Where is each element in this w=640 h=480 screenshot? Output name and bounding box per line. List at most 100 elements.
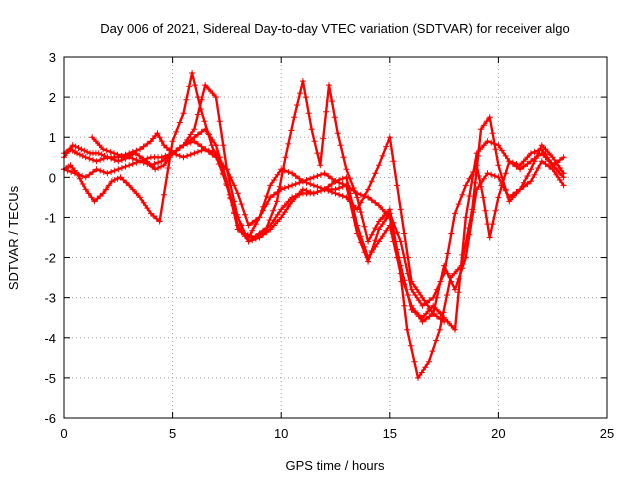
plus-marker bbox=[76, 151, 83, 158]
plus-marker bbox=[455, 201, 462, 208]
plus-marker bbox=[361, 249, 368, 256]
plus-marker bbox=[305, 110, 312, 117]
plus-marker bbox=[310, 182, 317, 189]
plus-marker bbox=[111, 167, 118, 174]
plus-marker bbox=[108, 155, 115, 162]
plus-marker bbox=[478, 183, 484, 190]
plus-marker bbox=[328, 189, 335, 195]
plus-marker bbox=[314, 173, 321, 179]
plus-marker bbox=[278, 166, 285, 173]
plus-marker bbox=[285, 140, 292, 147]
plus-marker bbox=[475, 152, 482, 159]
y-tick-label: -2 bbox=[44, 251, 56, 266]
plus-marker bbox=[332, 190, 339, 197]
plus-marker bbox=[466, 193, 473, 200]
plus-marker bbox=[320, 135, 327, 142]
plus-marker bbox=[78, 146, 85, 153]
plus-marker bbox=[506, 194, 513, 201]
plus-marker bbox=[103, 147, 110, 154]
x-tick-label: 15 bbox=[383, 426, 397, 441]
plus-marker bbox=[132, 150, 139, 157]
x-tick-label: 20 bbox=[491, 426, 505, 441]
plus-marker bbox=[517, 186, 524, 193]
plus-marker bbox=[194, 94, 201, 101]
plus-marker bbox=[472, 179, 479, 186]
plus-marker bbox=[158, 163, 164, 170]
plus-marker bbox=[267, 194, 274, 201]
plus-marker bbox=[92, 138, 99, 145]
plus-marker bbox=[412, 308, 419, 314]
plus-marker bbox=[260, 203, 267, 210]
plus-marker bbox=[401, 230, 408, 237]
plus-marker bbox=[542, 161, 549, 167]
plus-marker bbox=[72, 143, 79, 150]
plus-marker bbox=[357, 209, 364, 216]
plus-marker bbox=[484, 138, 491, 145]
plus-marker bbox=[556, 177, 563, 183]
plus-marker bbox=[100, 190, 107, 197]
plus-marker bbox=[535, 147, 542, 154]
plus-marker bbox=[209, 136, 216, 143]
plus-marker bbox=[328, 181, 335, 187]
plus-marker bbox=[368, 247, 375, 254]
plus-marker bbox=[97, 167, 104, 174]
plus-marker bbox=[365, 258, 372, 265]
plus-marker bbox=[499, 147, 505, 154]
plus-marker bbox=[281, 202, 288, 209]
plus-marker bbox=[137, 146, 143, 153]
plus-marker bbox=[459, 191, 466, 198]
plus-marker bbox=[451, 270, 458, 277]
plus-marker bbox=[484, 221, 491, 228]
y-tick-label: -6 bbox=[44, 411, 56, 426]
plus-marker bbox=[137, 194, 143, 201]
plus-marker bbox=[104, 154, 111, 161]
plus-marker bbox=[147, 210, 154, 217]
plus-marker bbox=[459, 265, 466, 272]
plus-marker bbox=[423, 316, 429, 323]
plus-marker bbox=[314, 150, 321, 157]
plus-marker bbox=[317, 162, 324, 169]
plus-marker bbox=[122, 163, 129, 170]
plus-marker bbox=[292, 193, 299, 200]
x-axis-label: GPS time / hours bbox=[286, 458, 385, 473]
plus-marker bbox=[337, 142, 344, 149]
plus-marker bbox=[158, 158, 165, 165]
plus-marker bbox=[375, 218, 382, 225]
plus-marker bbox=[323, 108, 330, 115]
plus-marker bbox=[488, 171, 495, 178]
plus-marker bbox=[441, 270, 448, 277]
plus-marker bbox=[310, 174, 317, 181]
plus-marker bbox=[499, 182, 505, 189]
plus-marker bbox=[398, 278, 405, 285]
plus-marker bbox=[155, 159, 162, 166]
plus-marker bbox=[94, 195, 101, 202]
plus-marker bbox=[154, 130, 161, 137]
plus-marker bbox=[528, 166, 534, 173]
plus-marker bbox=[470, 169, 477, 175]
plus-marker bbox=[339, 175, 346, 182]
plus-marker bbox=[213, 142, 219, 149]
plus-marker bbox=[176, 152, 183, 159]
axis-ticks bbox=[63, 56, 608, 419]
plus-marker bbox=[220, 162, 227, 169]
plus-marker bbox=[372, 170, 379, 177]
plus-marker bbox=[383, 227, 390, 234]
plus-marker bbox=[502, 152, 509, 159]
plus-marker bbox=[194, 140, 201, 147]
plus-marker bbox=[274, 189, 281, 195]
plus-marker bbox=[274, 218, 281, 225]
plus-marker bbox=[517, 162, 524, 169]
plus-marker bbox=[334, 130, 341, 137]
plus-marker bbox=[173, 128, 180, 135]
plus-marker bbox=[276, 183, 283, 190]
plus-marker bbox=[118, 165, 125, 171]
plus-marker bbox=[281, 209, 288, 216]
plus-marker bbox=[328, 98, 335, 105]
plus-marker bbox=[542, 151, 549, 158]
tick-labels: 0 5 10 15 20 25 -6 -5 -4 -3 -2 -1 0 1 2 3 bbox=[44, 50, 614, 441]
plus-marker bbox=[452, 326, 458, 333]
plus-marker bbox=[186, 83, 193, 90]
plus-marker bbox=[502, 170, 509, 177]
series-layer bbox=[61, 70, 567, 381]
